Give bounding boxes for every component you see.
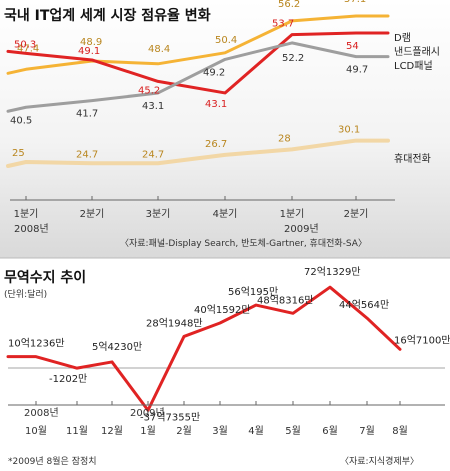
chart2-tick-label-0: 10월 xyxy=(25,425,47,437)
trade-value-label-5: 40억1592만 xyxy=(194,304,251,316)
data-label-mobile-phone-0: 25 xyxy=(12,148,25,159)
trade-value-label-8: 72억1329만 xyxy=(304,266,361,278)
trade-value-label-1: -1202만 xyxy=(49,373,87,385)
data-label-mobile-phone-5: 30.1 xyxy=(338,125,360,136)
data-label-lcd-panel-0: 40.5 xyxy=(10,115,32,126)
chart1-background xyxy=(0,0,450,258)
chart2-series-line xyxy=(6,285,402,412)
data-label-mobile-phone-4: 28 xyxy=(278,133,291,144)
chart2-title: 무역수지 추이 xyxy=(4,269,86,286)
data-label-nand-flash-5: 54 xyxy=(346,41,359,52)
chart2-value-labels: 10억1236만 -1202만 5억4230만 -37억7355만 28억1948만40… xyxy=(8,266,450,423)
chart2-tick-label-4: 2월 xyxy=(176,425,192,437)
chart1-tick-label-1: 2분기 xyxy=(80,208,105,220)
trade-balance-line xyxy=(6,285,402,412)
series-line-lcd-panel xyxy=(6,41,390,113)
trade-balance-chart: 무역수지 추이 (단위:달러) 10억1236만 -1202만 5억4230만 -37… xyxy=(4,266,450,467)
chart2-tick-label-1: 11월 xyxy=(66,425,88,437)
chart2-tick-label-7: 5월 xyxy=(285,425,301,437)
chart1-tick-label-5: 2분기 xyxy=(344,208,369,220)
chart2-tick-label-9: 7월 xyxy=(359,425,375,437)
chart1-value-labels: 47.4 48.9 48.4 50.4 56.2 57.1 50.3 49.1 45.2 43.1… xyxy=(10,0,368,160)
data-label-nand-flash-3: 43.1 xyxy=(205,99,227,110)
market-share-chart: 국내 IT업계 세계 시장 점유율 변화 47.4 48.9 48.4 50.4 56.… xyxy=(0,0,450,258)
chart1-tick-label-0: 1분기 xyxy=(14,208,39,220)
chart2-unit: (단위:달러) xyxy=(4,288,47,300)
data-label-nand-flash-1: 49.1 xyxy=(78,46,100,57)
chart2-tick-label-8: 6월 xyxy=(322,425,338,437)
data-label-lcd-panel-3: 49.2 xyxy=(203,67,225,78)
data-label-dram-3: 50.4 xyxy=(215,35,237,46)
chart1-title: 국내 IT업계 세계 시장 점유율 변화 xyxy=(4,7,211,24)
chart2-tick-label-3: 1월 xyxy=(140,425,156,437)
data-label-lcd-panel-4: 52.2 xyxy=(282,53,304,64)
data-label-dram-0: 47.4 xyxy=(17,43,39,54)
chart1-series-lines xyxy=(6,14,390,168)
data-label-mobile-phone-3: 26.7 xyxy=(205,139,227,150)
trade-value-label-9: 44억564만 xyxy=(339,299,389,311)
trade-value-label-4: 28억1948만 xyxy=(146,317,203,329)
chart1-tick-label-4: 1분기 xyxy=(280,208,305,220)
chart2-tick-label-2: 12월 xyxy=(101,425,123,437)
trade-value-label-10: 16억7100만 xyxy=(394,334,450,346)
chart2-tick-label-5: 3월 xyxy=(212,425,228,437)
trade-value-label-7: 48억8316만 xyxy=(257,294,314,306)
chart1-year-label-2008: 2008년 xyxy=(14,223,49,235)
series-line-mobile-phone xyxy=(6,138,390,168)
series-line-dram xyxy=(6,14,390,75)
chart1-tick-label-2: 3분기 xyxy=(146,208,171,220)
data-label-nand-flash-2: 45.2 xyxy=(138,85,160,96)
data-label-nand-flash-4: 53.7 xyxy=(272,19,294,30)
legend-label-dram: D램 xyxy=(394,32,411,44)
chart2-year-label-2008: 2008년 xyxy=(24,407,59,419)
data-label-dram-5: 57.1 xyxy=(344,0,366,5)
trade-value-label-2: 5억4230만 xyxy=(92,341,142,353)
chart2-tick-labels: 10월 11월 12월 1월 2월 3월 4월 5월 6월 7월 8월 xyxy=(25,401,408,437)
chart1-tick-labels: 1분기 2분기 3분기 4분기 1분기 2분기 xyxy=(14,196,369,220)
data-label-lcd-panel-2: 43.1 xyxy=(142,101,164,112)
trade-value-label-3: -37억7355만 xyxy=(140,411,200,423)
chart2-year-label-2009: 2009년 xyxy=(130,407,165,419)
chart1-tick-label-3: 4분기 xyxy=(213,208,238,220)
data-label-dram-1: 48.9 xyxy=(80,37,102,48)
data-label-lcd-panel-5: 49.7 xyxy=(346,65,368,76)
chart2-footnote: *2009년 8월은 잠정치 xyxy=(8,455,97,467)
chart2-tick-label-6: 4월 xyxy=(248,425,264,437)
chart2-tick-label-10: 8월 xyxy=(392,425,408,437)
data-label-lcd-panel-1: 41.7 xyxy=(76,109,98,120)
chart1-year-label-2009: 2009년 xyxy=(284,223,319,235)
data-label-dram-2: 48.4 xyxy=(148,44,170,55)
data-label-nand-flash-0: 50.3 xyxy=(14,39,36,50)
legend-label-nand-flash: 낸드플래시 xyxy=(394,46,440,58)
chart2-source: 〈자료:지식경제부〉 xyxy=(340,455,419,467)
data-label-dram-4: 56.2 xyxy=(278,0,300,10)
trade-value-label-0: 10억1236만 xyxy=(8,338,65,350)
chart1-source: 〈자료:패널-Display Search, 반도체-Gartner, 휴대전화… xyxy=(120,238,367,249)
data-label-mobile-phone-1: 24.7 xyxy=(76,149,98,160)
legend-label-mobile-phone: 휴대전화 xyxy=(394,153,431,165)
legend-label-lcd-panel: LCD패널 xyxy=(394,60,433,72)
data-label-mobile-phone-2: 24.7 xyxy=(142,149,164,160)
series-line-nand-flash xyxy=(6,31,390,95)
trade-value-label-6: 56억195만 xyxy=(228,286,278,298)
